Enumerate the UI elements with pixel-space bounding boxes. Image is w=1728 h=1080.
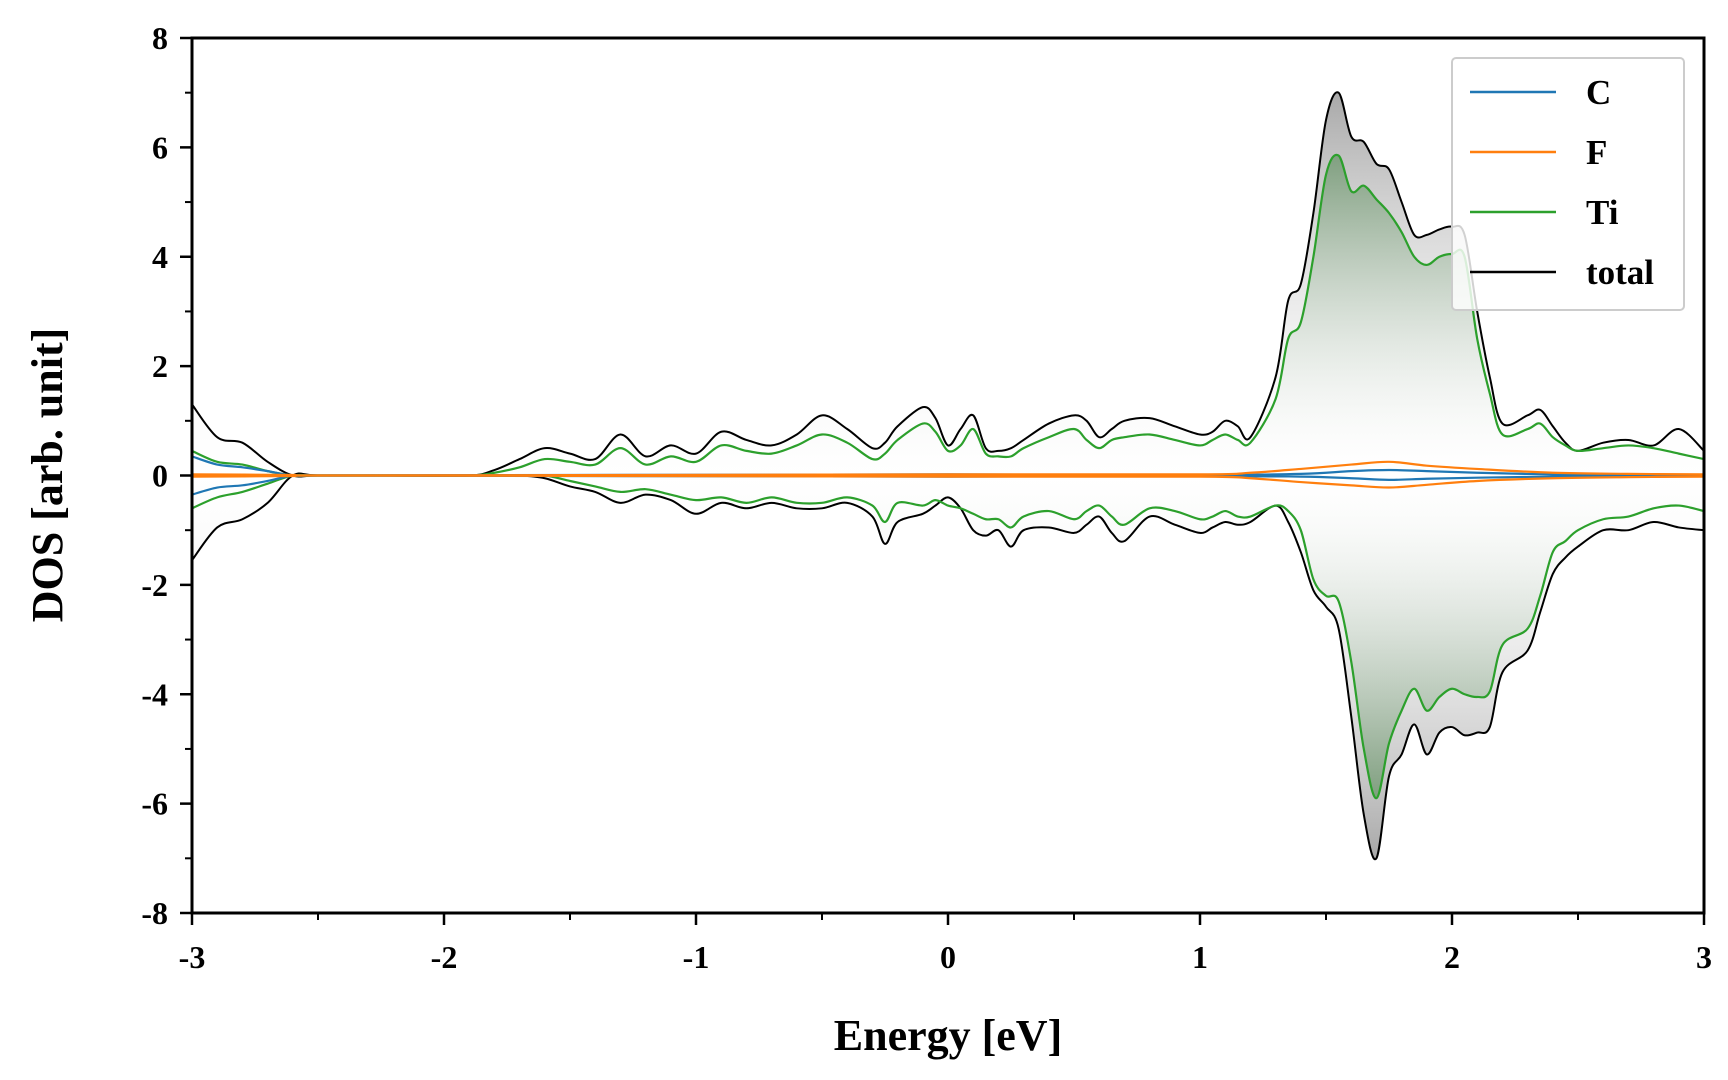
total-down-line: [192, 472, 1704, 861]
y-tick-label: 0: [152, 458, 168, 494]
x-tick-label: -3: [179, 939, 206, 975]
y-tick-label: 8: [152, 20, 168, 56]
y-tick-label: -8: [141, 895, 168, 931]
x-tick-label: 1: [1192, 939, 1208, 975]
y-tick-label: -2: [141, 567, 168, 603]
ti-down-fill: [192, 474, 1704, 799]
y-tick-label: 2: [152, 348, 168, 384]
x-tick-label: 2: [1444, 939, 1460, 975]
f-down-line: [192, 474, 1704, 489]
ti-down-line: [192, 473, 1704, 800]
x-tick-label: -2: [431, 939, 458, 975]
legend-label-f: F: [1586, 133, 1607, 172]
legend-label-ti: Ti: [1586, 193, 1619, 232]
y-tick-label: 4: [152, 239, 168, 275]
legend: CF Ti total: [1451, 57, 1685, 311]
legend-label-c: C: [1586, 73, 1611, 112]
f-down-fill: [192, 475, 1704, 488]
x-tick-label: 3: [1696, 939, 1712, 975]
x-tick-label: -1: [683, 939, 710, 975]
x-tick-label: 0: [940, 939, 956, 975]
x-axis-title: Energy [eV]: [834, 1011, 1063, 1060]
axes: -3 -2 -1 0 1 2 3 -8 -6 -4 -2 0 2 4 6 8: [141, 20, 1712, 975]
y-tick-label: -4: [141, 676, 168, 712]
y-tick-label: 6: [152, 129, 168, 165]
y-tick-label: -6: [141, 786, 168, 822]
legend-label-total: total: [1586, 253, 1654, 292]
legend-box: [1451, 57, 1685, 311]
y-axis-title: DOS [arb. unit]: [23, 328, 72, 623]
ti-up-fill: [192, 154, 1704, 476]
